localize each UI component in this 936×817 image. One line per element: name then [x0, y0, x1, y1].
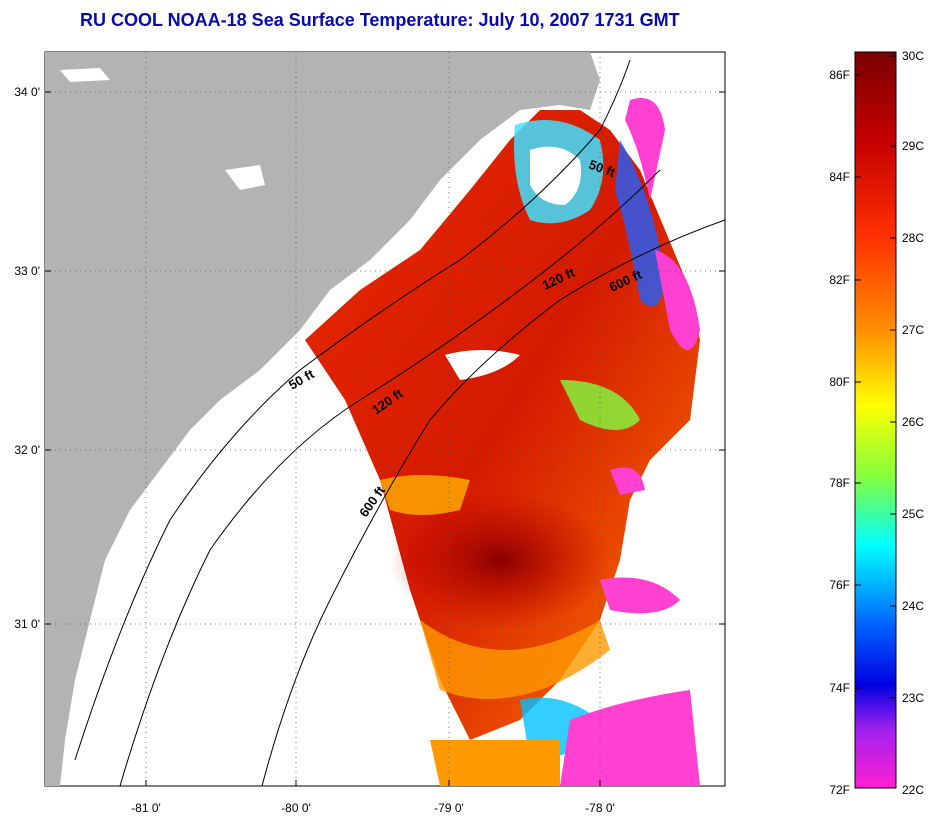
colorbar-c-label: 22C [902, 783, 924, 797]
colorbar-f-label: 82F [829, 273, 850, 287]
colorbar-f-label: 78F [829, 476, 850, 490]
y-tick-label: 34 0' [14, 85, 40, 99]
map-title: RU COOL NOAA-18 Sea Surface Temperature:… [80, 10, 680, 30]
x-tick-label: -78 0' [585, 801, 615, 815]
colorbar-f-labels: 86F 84F 82F 80F 78F 76F 74F 72F [829, 68, 850, 797]
cool-patch [560, 380, 640, 430]
contour-50ft [74, 59, 631, 761]
y-tick-label: 32 0' [14, 443, 40, 457]
cool-patch [610, 467, 645, 495]
graticule [45, 52, 725, 786]
map-layers [45, 52, 725, 786]
colorbar-c-label: 29C [902, 139, 924, 153]
warm-core [390, 490, 610, 630]
colorbar-f-label: 72F [829, 783, 850, 797]
x-tick-label: -81 0' [131, 801, 161, 815]
colorbar-f-label: 86F [829, 68, 850, 82]
colorbar-c-label: 23C [902, 691, 924, 705]
y-tick-label: 33 0' [14, 264, 40, 278]
colorbar-c-label: 26C [902, 415, 924, 429]
colorbar-f-label: 80F [829, 375, 850, 389]
y-tick-label: 31 0' [14, 617, 40, 631]
cool-patch [600, 577, 680, 614]
colorbar-f-label: 74F [829, 681, 850, 695]
colorbar-c-labels: 30C 29C 28C 27C 26C 25C 24C 23C 22C [902, 49, 924, 797]
land-mass [45, 52, 600, 786]
sst-band [430, 740, 560, 786]
contour-120ft [119, 169, 661, 786]
colorbar-ticks [855, 55, 896, 699]
colorbar-c-label: 24C [902, 599, 924, 613]
colorbar-c-label: 27C [902, 323, 924, 337]
cool-patch [655, 250, 700, 350]
cool-patch [560, 690, 700, 786]
axis-ticks [45, 91, 725, 786]
x-tick-label: -80 0' [281, 801, 311, 815]
nodata-patch [225, 165, 265, 190]
colorbar-f-label: 84F [829, 170, 850, 184]
colorbar-c-label: 30C [902, 49, 924, 63]
contour-600ft [261, 219, 725, 786]
colorbar-f-label: 76F [829, 578, 850, 592]
sst-band [380, 475, 470, 515]
x-tick-label: -79 0' [434, 801, 464, 815]
colorbar [854, 51, 897, 789]
colorbar-c-label: 25C [902, 507, 924, 521]
colorbar-c-label: 28C [902, 231, 924, 245]
nodata-patch [60, 68, 110, 82]
sst-band [420, 620, 610, 699]
cool-patch [615, 140, 665, 307]
